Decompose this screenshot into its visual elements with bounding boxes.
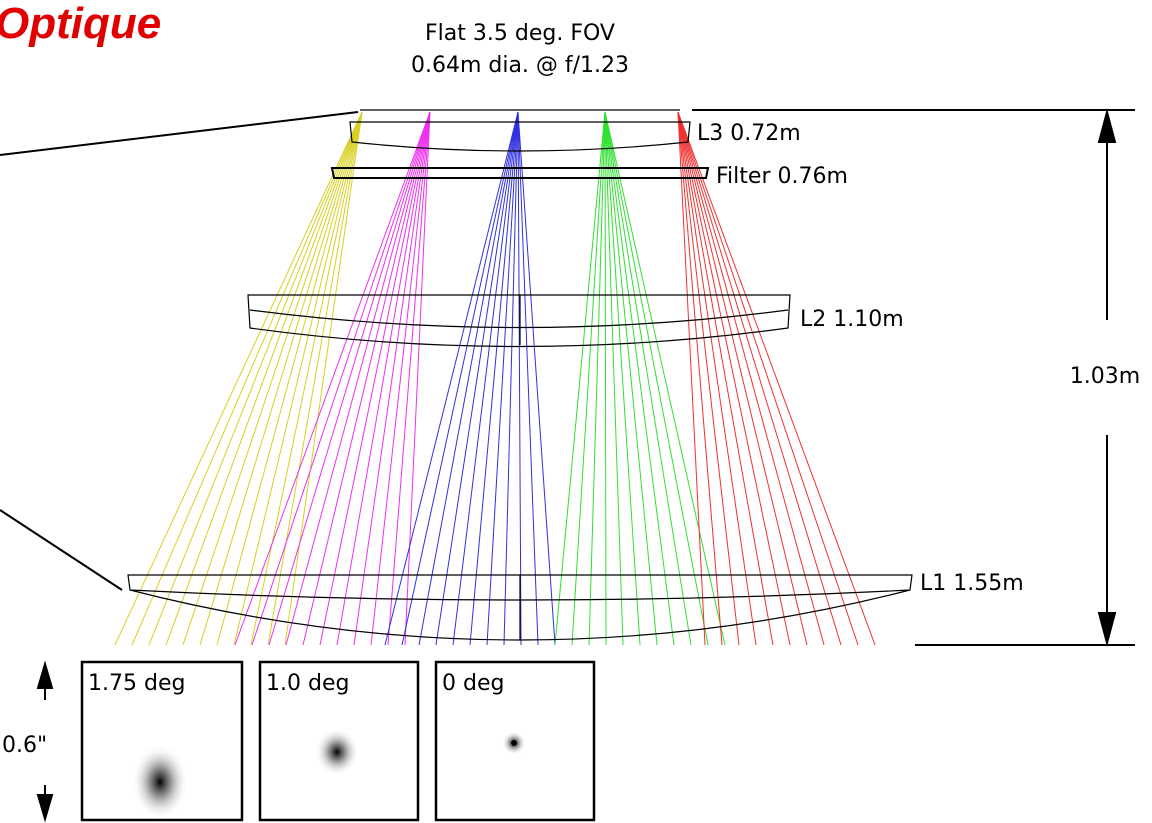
ray bbox=[402, 112, 518, 645]
subtitle: 0.64m dia. @ f/1.23 bbox=[411, 53, 629, 78]
ray bbox=[678, 112, 756, 645]
ray bbox=[605, 112, 674, 645]
ray bbox=[605, 112, 606, 645]
ray bbox=[268, 112, 362, 645]
ray bbox=[678, 112, 705, 645]
element-label: L1 1.55m bbox=[920, 571, 1024, 596]
ray bbox=[605, 112, 691, 645]
dimension-label: 1.03m bbox=[1070, 364, 1140, 389]
subtitle: Flat 3.5 deg. FOV bbox=[425, 21, 615, 46]
ray bbox=[678, 112, 841, 645]
ray bbox=[678, 112, 807, 645]
optics-diagram: Optique Flat 3.5 deg. FOV 0.64m dia. @ f… bbox=[0, 0, 1152, 823]
ray bbox=[678, 112, 790, 645]
ray bbox=[419, 112, 518, 645]
ray bbox=[320, 112, 430, 645]
ray bbox=[605, 112, 657, 645]
ray bbox=[132, 112, 362, 645]
spot-images bbox=[132, 728, 526, 820]
ray bbox=[269, 112, 430, 645]
ray bbox=[487, 112, 518, 645]
element-label: L3 0.72m bbox=[697, 121, 801, 146]
ray bbox=[518, 112, 555, 645]
ray bbox=[183, 112, 362, 645]
ray bbox=[303, 112, 430, 645]
ray bbox=[149, 112, 362, 645]
ray bbox=[678, 112, 739, 645]
scale-label: 0.6" bbox=[2, 733, 47, 758]
ray bbox=[354, 112, 430, 645]
ray bbox=[678, 112, 858, 645]
element-label: L2 1.10m bbox=[800, 307, 904, 332]
spot-label: 0 deg bbox=[442, 671, 504, 696]
ray bbox=[678, 112, 875, 645]
lens-l1 bbox=[128, 575, 912, 640]
title: Optique bbox=[0, 0, 161, 48]
element-label: Filter 0.76m bbox=[716, 164, 848, 189]
lenses bbox=[128, 110, 912, 640]
ray bbox=[234, 112, 362, 645]
layout-lines bbox=[0, 110, 1135, 819]
ray bbox=[252, 112, 430, 645]
ray bbox=[251, 112, 362, 645]
ray bbox=[200, 112, 362, 645]
ray bbox=[453, 112, 518, 645]
ray bbox=[385, 112, 518, 645]
spot-label: 1.0 deg bbox=[266, 671, 349, 696]
spot-label: 1.75 deg bbox=[88, 671, 185, 696]
ray bbox=[572, 112, 605, 645]
ray-bundles bbox=[115, 112, 875, 645]
